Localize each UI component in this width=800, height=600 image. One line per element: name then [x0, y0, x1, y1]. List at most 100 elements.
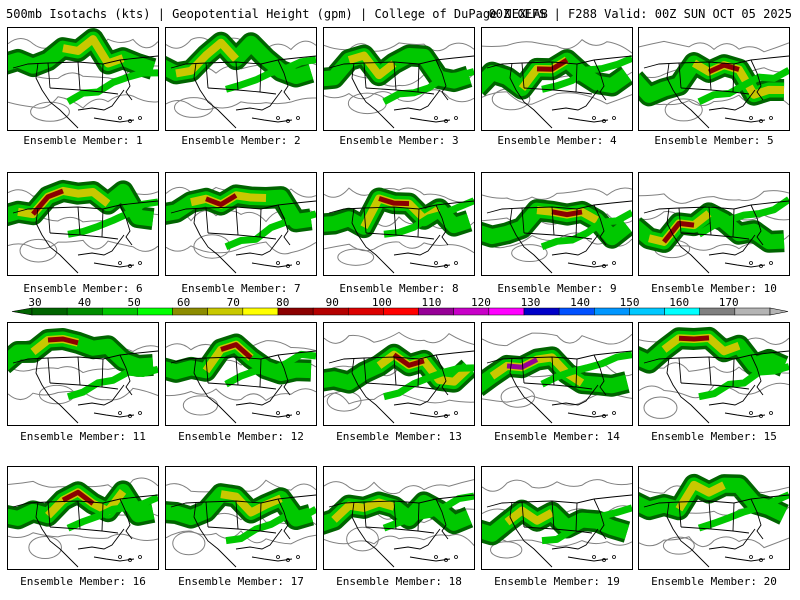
land-outline	[93, 556, 135, 562]
height-contour	[166, 388, 316, 402]
land-outline	[77, 528, 125, 550]
land-outline	[678, 500, 735, 532]
island-outline	[138, 411, 142, 415]
land-outline	[551, 89, 599, 111]
land-outline	[365, 87, 435, 95]
jet-max	[378, 196, 410, 207]
land-outline	[409, 412, 451, 418]
island-outline	[602, 264, 606, 268]
colorbar-segment	[523, 307, 560, 316]
land-outline	[643, 200, 789, 214]
island-outline	[454, 116, 458, 120]
ensemble-member-label: Ensemble Member: 14	[494, 430, 620, 443]
land-outline	[277, 354, 291, 396]
land-outline	[47, 356, 104, 388]
land-outline	[521, 356, 578, 388]
map-svg	[8, 477, 158, 568]
land-outline	[49, 382, 119, 390]
map-svg	[482, 332, 632, 424]
colorbar-tick-label: 110	[421, 297, 441, 309]
land-outline	[643, 55, 789, 69]
ensemble-member-map	[7, 322, 159, 426]
height-contour	[482, 187, 632, 202]
land-outline	[750, 204, 764, 246]
land-outline	[666, 501, 710, 568]
height-contour	[166, 530, 316, 545]
island-outline	[286, 558, 290, 562]
land-outline	[486, 350, 632, 364]
island-outline	[592, 261, 596, 265]
island-outline	[118, 555, 122, 559]
height-contour	[482, 332, 632, 347]
land-outline	[666, 357, 710, 424]
colorbar-tick-label: 150	[620, 297, 640, 309]
colorbar-tick-label: 130	[521, 297, 541, 309]
land-outline	[724, 262, 766, 268]
island-outline	[118, 116, 122, 120]
land-outline	[35, 62, 79, 129]
land-outline	[708, 384, 756, 406]
island-outline	[444, 414, 448, 418]
ensemble-member-map	[638, 27, 790, 131]
land-outline	[486, 494, 632, 508]
land-outline	[277, 498, 291, 540]
map-svg	[639, 326, 789, 424]
jet-band-secondary	[225, 56, 316, 93]
island-outline	[138, 116, 142, 120]
land-outline	[365, 526, 435, 534]
jet-band-secondary	[225, 506, 316, 545]
land-outline	[435, 354, 449, 396]
island-outline	[286, 414, 290, 418]
ensemble-member-label: Ensemble Member: 5	[654, 134, 774, 147]
jet-core	[347, 51, 397, 80]
land-outline	[643, 350, 789, 364]
land-outline	[277, 59, 291, 101]
land-outline	[593, 204, 607, 246]
island-outline	[296, 261, 300, 265]
jet-band-secondary	[541, 55, 632, 93]
land-outline	[680, 232, 750, 240]
ensemble-member-map	[165, 27, 317, 131]
land-outline	[509, 357, 553, 424]
jet-core	[175, 38, 239, 78]
land-outline	[363, 356, 420, 388]
land-outline	[235, 89, 283, 111]
land-outline	[509, 62, 553, 129]
island-outline	[454, 411, 458, 415]
land-outline	[708, 234, 756, 256]
island-outline	[138, 261, 142, 265]
land-outline	[750, 59, 764, 101]
land-outline	[409, 556, 451, 562]
land-outline	[170, 55, 316, 69]
island-outline	[138, 555, 142, 559]
map-svg	[324, 479, 474, 568]
ensemble-member-map	[165, 172, 317, 276]
land-outline	[93, 262, 135, 268]
jet-band-secondary	[697, 491, 789, 532]
land-outline	[351, 501, 395, 568]
land-outline	[251, 262, 293, 268]
land-outline	[363, 206, 420, 238]
map-svg	[324, 187, 474, 274]
height-contour-closed	[28, 535, 62, 560]
land-outline	[328, 350, 474, 364]
colorbar-svg: 30 40 50 60 70 80 90 100 110 120 130 140 150 160 170	[11, 297, 789, 316]
land-outline	[251, 556, 293, 562]
height-contour	[482, 38, 632, 54]
height-contour	[166, 241, 316, 255]
island-outline	[769, 411, 773, 415]
ensemble-member-map	[481, 322, 633, 426]
ensemble-member-map	[323, 322, 475, 426]
land-outline	[12, 350, 158, 364]
land-outline	[593, 498, 607, 540]
colorbar-segment	[418, 307, 454, 316]
header-title-right: 00Z GEFS | F288 Valid: 00Z SUN OCT 05 20…	[488, 7, 792, 21]
land-outline	[363, 61, 420, 93]
land-outline	[678, 206, 735, 238]
height-contour-closed	[490, 541, 523, 559]
jet-max	[61, 489, 95, 506]
ensemble-member-map	[323, 466, 475, 570]
land-outline	[551, 528, 599, 550]
island-outline	[759, 264, 763, 268]
jet-band-secondary	[698, 363, 789, 401]
